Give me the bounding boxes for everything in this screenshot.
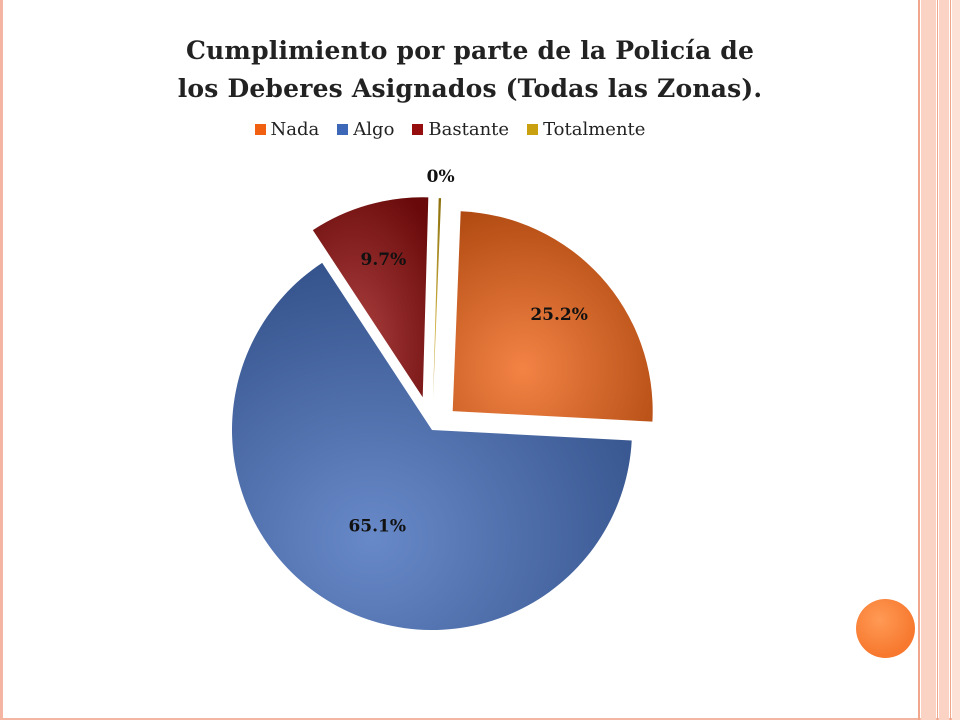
- legend-item-algo: Algo: [337, 119, 394, 140]
- legend-item-nada: Nada: [254, 119, 320, 140]
- slide-border-bottom: [0, 718, 960, 720]
- legend-swatch: [412, 124, 424, 135]
- chart-title: Cumplimiento por parte de la Policía de …: [100, 32, 840, 108]
- slide-border-left: [0, 0, 3, 720]
- data-label-algo: 65.1%: [348, 516, 406, 536]
- pie-slice-nada: [452, 211, 653, 422]
- legend-label: Bastante: [428, 119, 510, 140]
- pie-slice-algo: [232, 262, 632, 630]
- decorative-circle: [856, 599, 915, 658]
- chart-title-line-1: Cumplimiento por parte de la Policía de: [185, 36, 755, 65]
- pie-slice-totalmente: [433, 198, 442, 399]
- data-label-bastante: 9.7%: [361, 250, 407, 270]
- data-label-nada: 25.2%: [530, 305, 588, 325]
- data-label-totalmente: 0%: [427, 167, 455, 187]
- chart-legend: Nada Algo Bastante Totalmente: [0, 119, 900, 140]
- legend-label: Nada: [270, 119, 320, 140]
- chart-title-line-2: los Deberes Asignados (Todas las Zonas).: [177, 74, 763, 103]
- legend-label: Algo: [353, 119, 395, 140]
- legend-item-bastante: Bastante: [412, 119, 509, 140]
- legend-item-totalmente: Totalmente: [527, 119, 645, 140]
- legend-swatch: [337, 124, 349, 135]
- legend-label: Totalmente: [543, 119, 646, 140]
- legend-swatch: [254, 124, 266, 135]
- pie-slice-bastante: [312, 197, 429, 398]
- legend-swatch: [527, 124, 539, 135]
- decorative-stripes: [918, 0, 960, 720]
